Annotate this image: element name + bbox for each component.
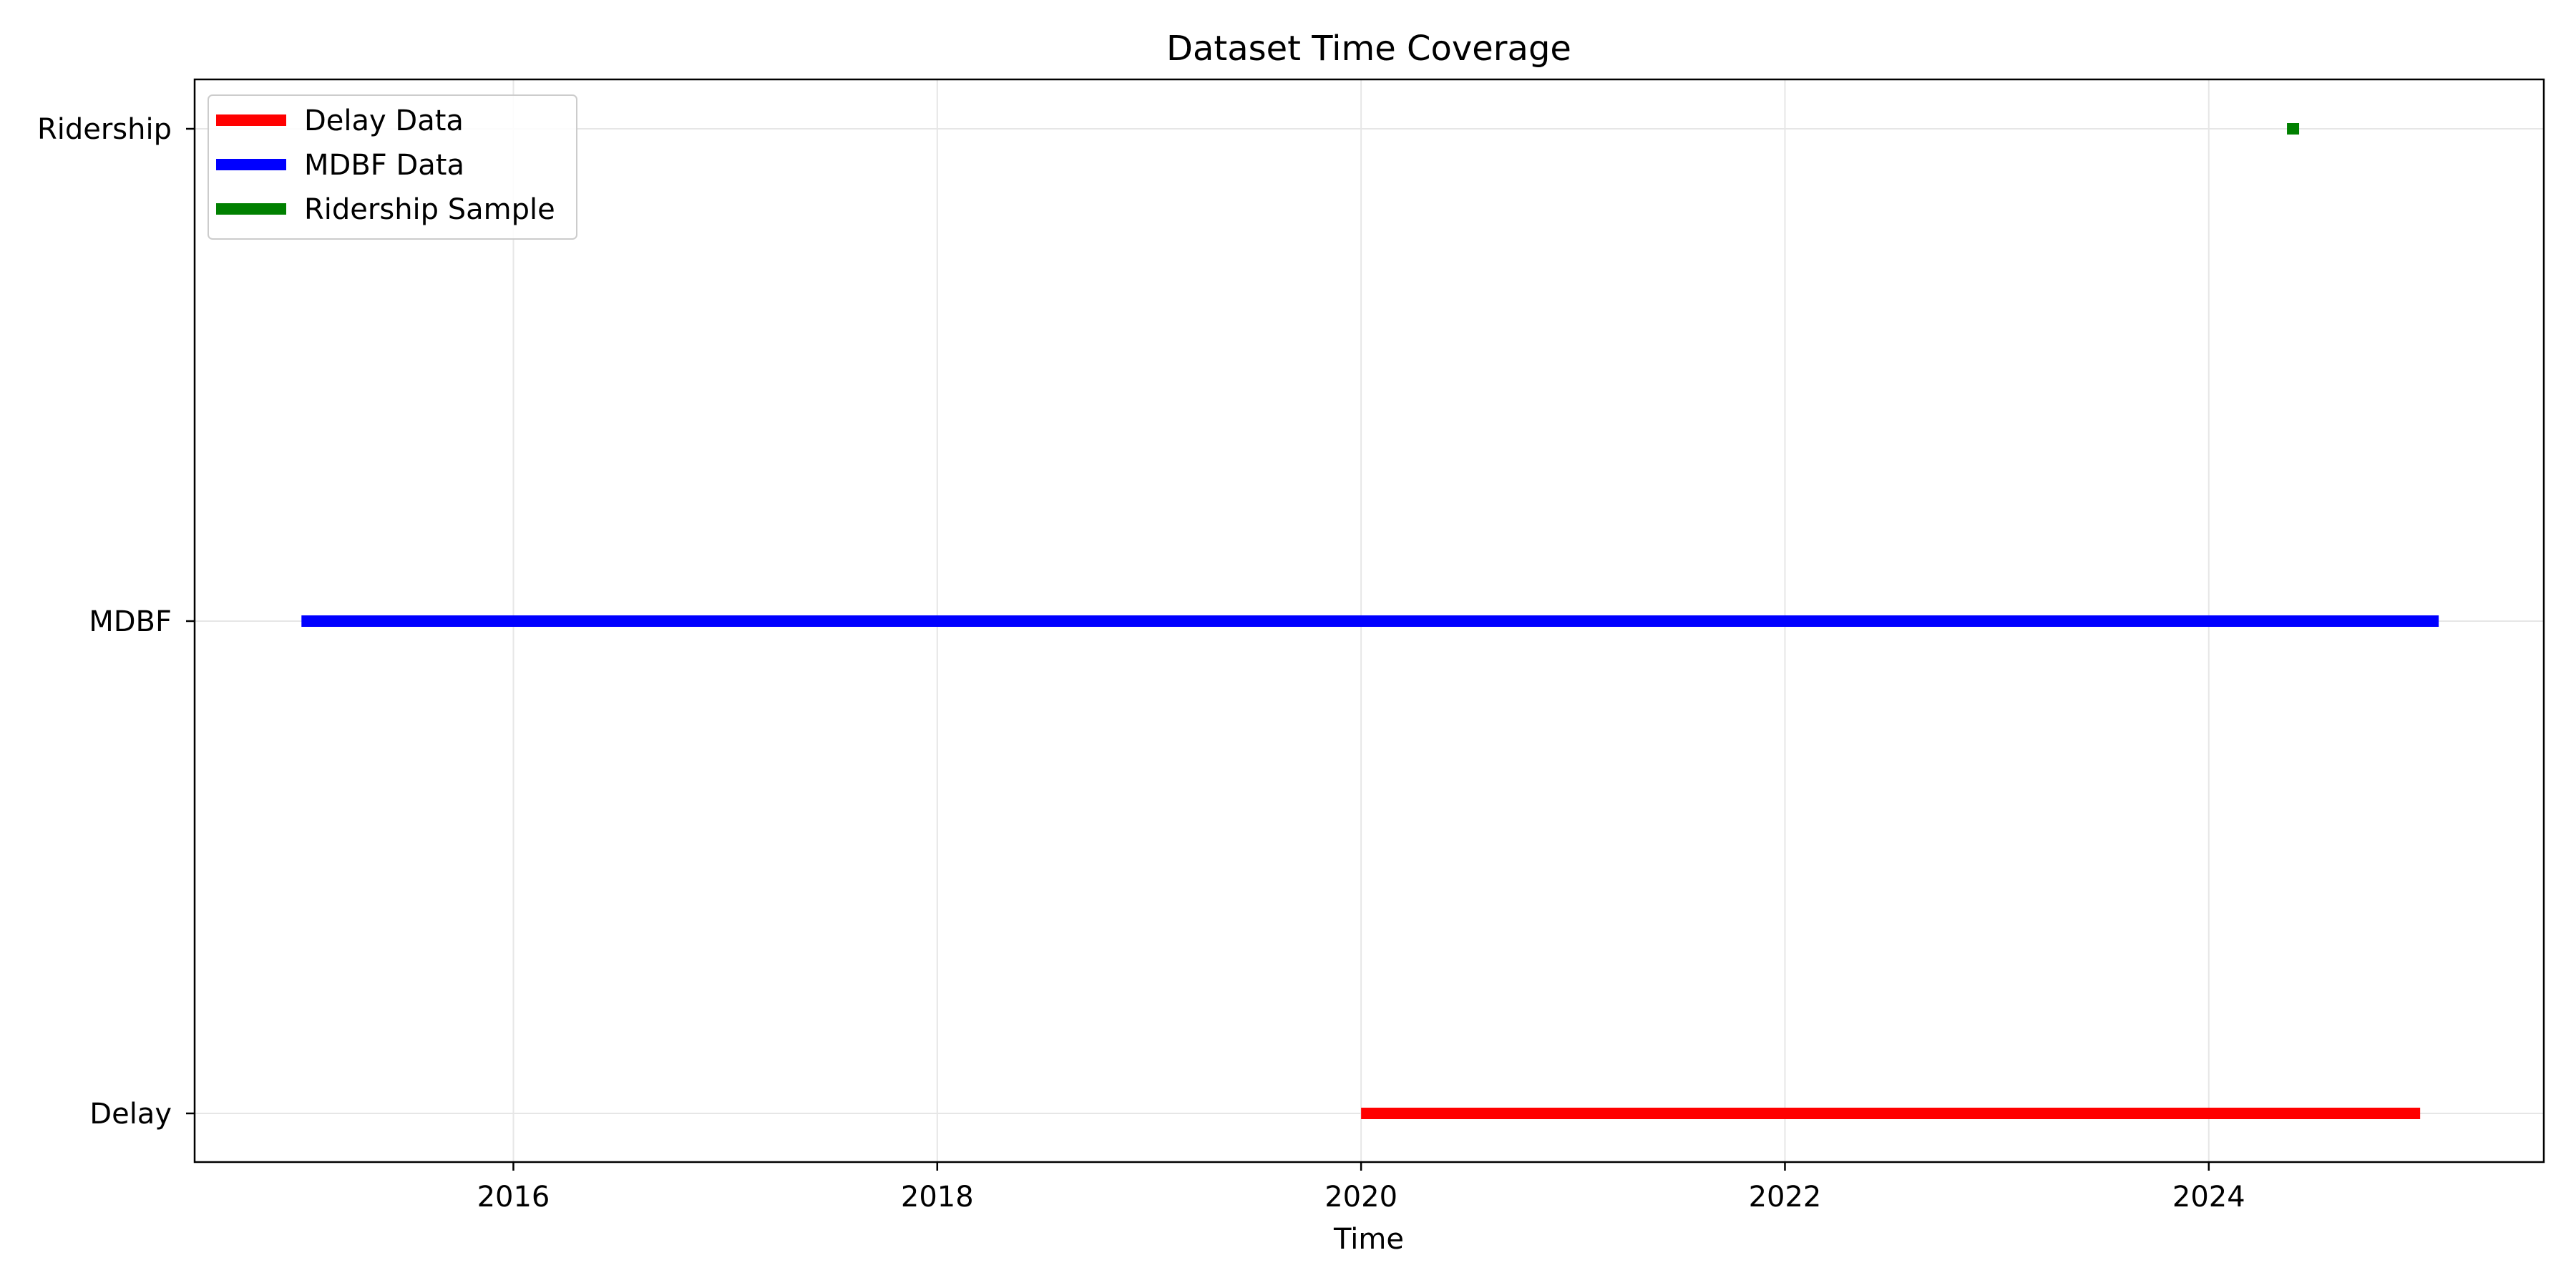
legend-label: MDBF Data — [304, 149, 464, 182]
y-tick-label: Delay — [89, 1098, 172, 1131]
y-tick-label: Ridership — [37, 113, 172, 146]
series-layer — [301, 123, 2439, 1119]
x-tick-label: 2020 — [1324, 1181, 1397, 1214]
legend-label: Delay Data — [304, 104, 464, 137]
x-tick-label: 2018 — [901, 1181, 974, 1214]
legend-label: Ridership Sample — [304, 193, 555, 226]
x-tick-label: 2016 — [477, 1181, 550, 1214]
x-tick-label: 2024 — [2172, 1181, 2245, 1214]
axis-layer: 2016 2018 2020 2022 2024 Delay MDBF Ridership — [37, 113, 2245, 1214]
legend-box — [208, 94, 577, 240]
y-tick-label: MDBF — [89, 605, 172, 638]
legend: Delay Data MDBF Data Ridership Sample — [208, 94, 577, 240]
x-axis-title: Time — [1333, 1223, 1404, 1256]
x-tick-label: 2022 — [1749, 1181, 1822, 1214]
chart-title: Dataset Time Coverage — [1166, 29, 1571, 69]
